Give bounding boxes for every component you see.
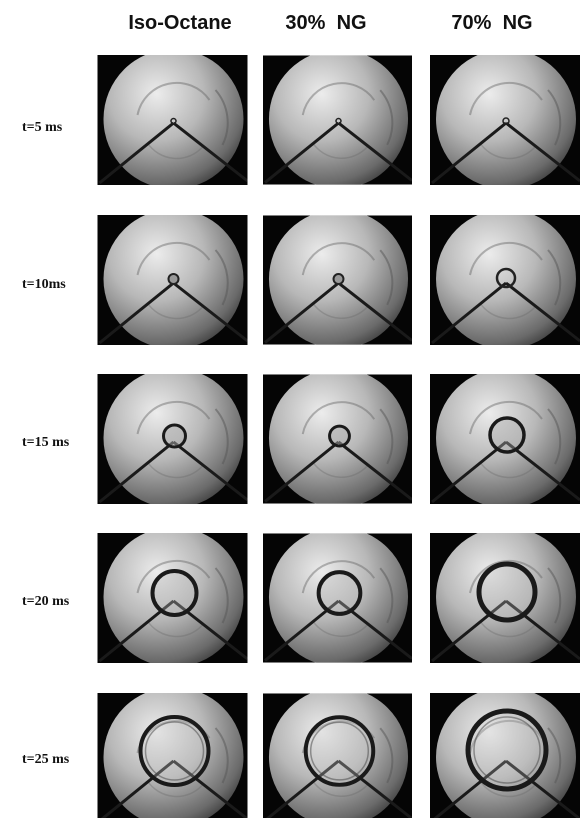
figure: Iso-Octane 30% NG 70% NG t=5 ms t=10ms t… (0, 0, 584, 818)
row-label: t=15 ms (22, 435, 70, 450)
photo (430, 527, 580, 667)
photo (98, 209, 248, 349)
photo (263, 687, 412, 818)
photo (98, 49, 248, 189)
column-header: 70% NG (451, 12, 532, 34)
column-header: 30% NG (285, 12, 366, 34)
row-label: t=25 ms (22, 752, 70, 767)
photo (263, 49, 412, 188)
column-header: Iso-Octane (128, 12, 231, 34)
row-label: t=5 ms (22, 120, 63, 135)
photo (98, 527, 248, 667)
row-label: t=10ms (22, 277, 66, 292)
photo (263, 527, 412, 666)
photo (430, 368, 580, 508)
row-label: t=20 ms (22, 594, 70, 609)
photo (263, 368, 412, 507)
photo (263, 209, 412, 348)
photo (430, 687, 580, 818)
photo (430, 49, 580, 189)
photo (98, 368, 248, 508)
photo (98, 687, 248, 818)
photo (430, 209, 580, 349)
